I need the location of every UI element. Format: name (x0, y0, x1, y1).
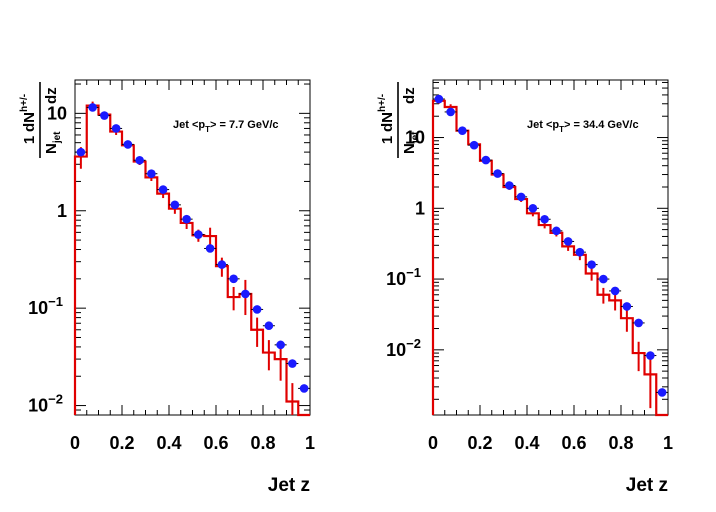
chart-1-y-tick-label: 10−1 (386, 265, 421, 289)
chart-0-y-tick-label: 10−2 (28, 392, 63, 416)
chart-1-data-point (516, 192, 526, 202)
chart-0-data-point (241, 289, 250, 299)
chart-1-data-point (493, 169, 502, 178)
chart-0-y-tick-label: 10−1 (28, 294, 63, 318)
chart-0-data-point (170, 200, 180, 210)
chart-0-data-point (147, 169, 156, 179)
chart-0-data-point (111, 124, 121, 133)
chart-1-x-tick-label: 0 (428, 433, 438, 453)
chart-0-x-tick-label: 0.8 (250, 433, 275, 453)
chart-1-y-label-one: 1 (379, 136, 396, 144)
chart-0-data-point (276, 340, 285, 350)
chart-0-x-tick-label: 0 (70, 433, 80, 453)
chart-1-data-point (505, 181, 514, 190)
chart-1-data-point (634, 318, 643, 328)
chart-0-data-point (299, 384, 309, 393)
chart-1-data-point (481, 155, 491, 165)
chart-0-y-label-one: 1 (21, 136, 38, 144)
chart-1-data-point (622, 302, 632, 311)
chart-1-data-point (434, 94, 444, 104)
chart-0-data-point (229, 274, 238, 284)
chart-1-y-label-dz: dz (401, 87, 418, 104)
chart-0-data-point (76, 147, 86, 157)
chart-1-data-point (610, 286, 620, 296)
chart-1-y-tick-label: 10 (405, 128, 425, 148)
chart-1-x-axis-label: Jet z (626, 475, 668, 496)
chart-0-y-label-dn: dNh+/- (19, 94, 38, 132)
chart-1-x-tick-label: 0.4 (514, 433, 539, 453)
chart-0-data-point (264, 321, 274, 331)
chart-0-data-point (135, 155, 144, 165)
chart-1-y-label-dn: dNh+/- (377, 94, 396, 132)
chart-0-y-label-njet: Njet (43, 131, 63, 154)
chart-1-data-point (657, 388, 667, 397)
chart-1-data-point (599, 274, 608, 284)
chart-1-x-tick-label: 0.2 (467, 433, 492, 453)
left-panel: 0 0.2 0.4 0.6 0.8 1 10−2 10−1 1 10 Jet z 1 Njet dNh+/… (19, 79, 315, 496)
chart-1-data-point (587, 260, 596, 269)
chart-0-x-axis-label: Jet z (268, 475, 310, 496)
chart-0-y-label-dz: dz (43, 87, 60, 104)
chart-1-data-point (540, 214, 549, 224)
chart-1-data-point (528, 203, 538, 213)
chart-0-x-tick-label: 0.2 (109, 433, 134, 453)
chart-0-data-point (194, 230, 203, 239)
chart-1-data-point (575, 247, 585, 257)
chart-0-x-tick-label: 0.6 (203, 433, 228, 453)
chart-0-data-point (182, 214, 191, 224)
chart-0-data-point (205, 244, 215, 253)
chart-1-data-point (552, 226, 561, 236)
chart-0-histogram-series (73, 104, 310, 417)
chart-0-x-tick-label: 0.4 (156, 433, 181, 453)
chart-1-x-tick-label: 1 (663, 433, 673, 453)
chart-0-data-point (158, 185, 168, 194)
chart-1-data-point (469, 140, 479, 150)
chart-1-x-tick-label: 0.6 (561, 433, 586, 453)
chart-0-data-point (217, 260, 227, 269)
chart-0-data-point (100, 111, 109, 120)
chart-1-data-point (458, 126, 467, 135)
chart-0-data-point (88, 103, 97, 112)
chart-0-data-point (252, 305, 262, 314)
chart-1-x-tick-label: 0.8 (608, 433, 633, 453)
chart-1-data-point (446, 107, 455, 117)
chart-1-annotation: Jet <pT> = 34.4 GeV/c (527, 119, 639, 134)
chart-0-data-point (123, 140, 133, 149)
chart-0-y-tick-label: 1 (57, 201, 67, 221)
chart-0-annotation: Jet <pT> = 7.7 GeV/c (173, 119, 279, 134)
chart-1-y-tick-label: 1 (415, 198, 425, 218)
chart-0-y-tick-label: 10 (47, 103, 67, 123)
chart-0-x-tick-label: 1 (305, 433, 315, 453)
chart-1-data-point (646, 351, 655, 360)
chart-1-y-tick-label: 10−2 (386, 336, 421, 360)
chart-1-data-point (563, 237, 573, 246)
chart-0-data-point (288, 359, 297, 368)
chart-1-histogram-series (431, 99, 668, 417)
